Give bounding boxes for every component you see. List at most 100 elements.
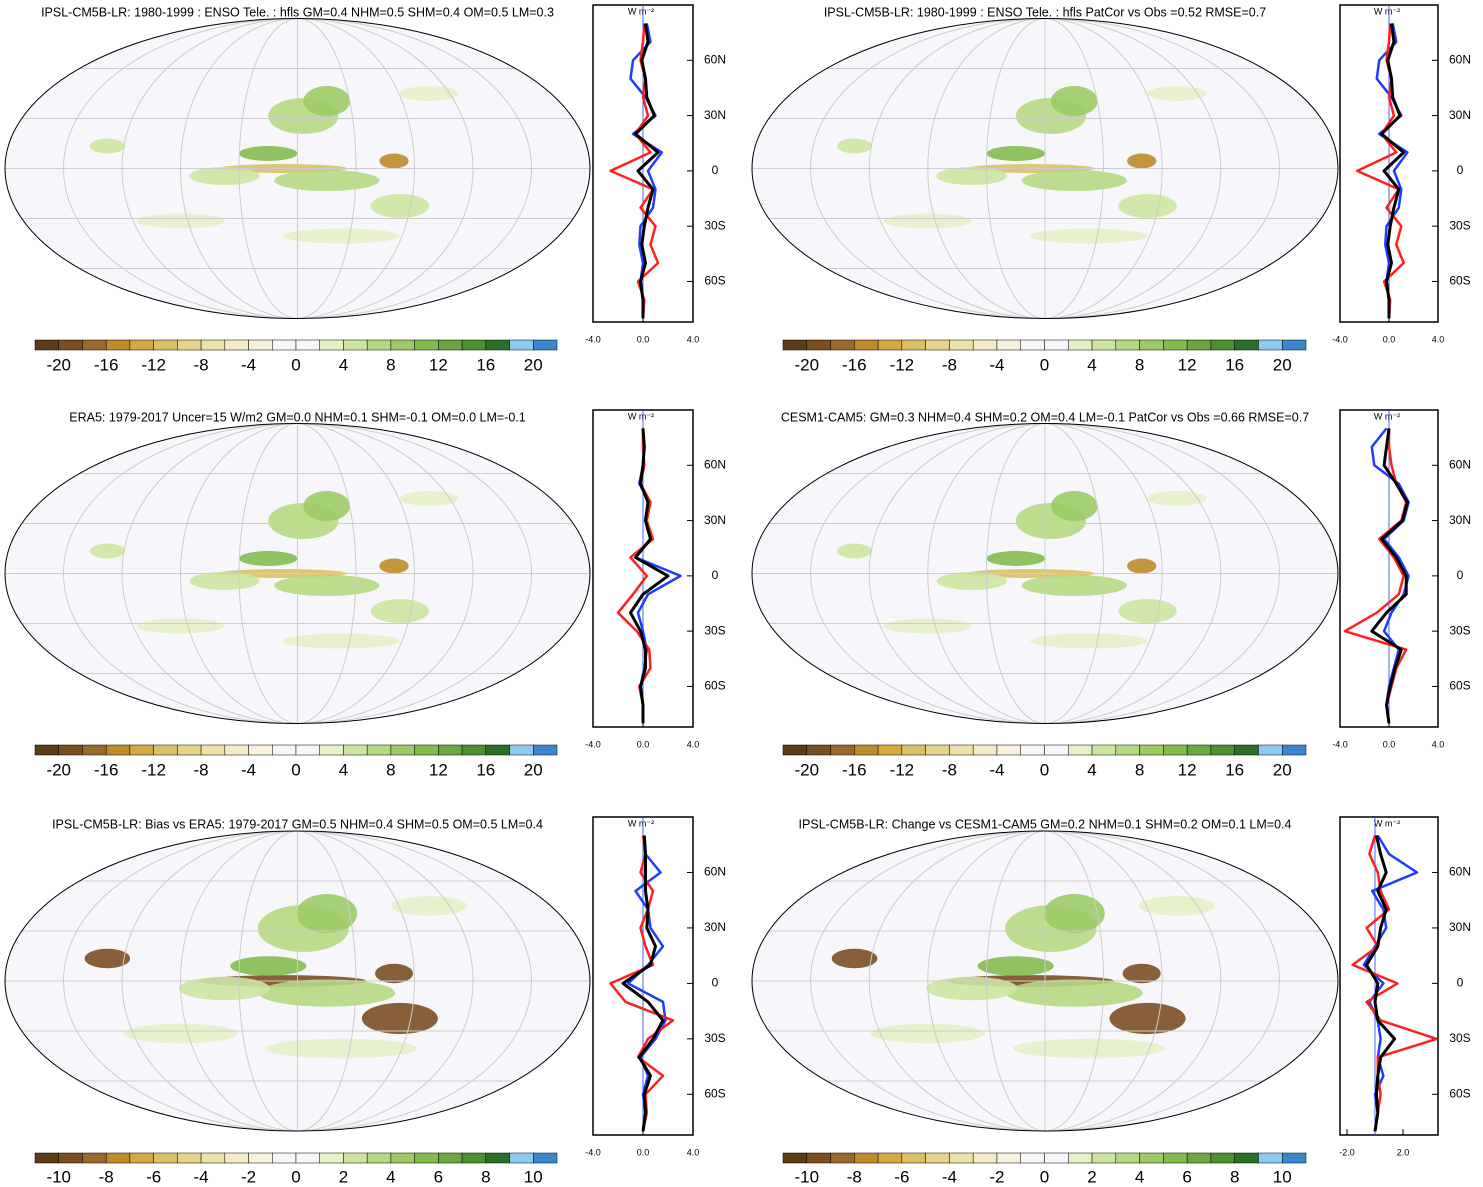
colorbar-box: [925, 339, 950, 351]
colorbar-box: [533, 339, 558, 351]
field-blob: [370, 194, 430, 218]
colorbar-box: [58, 1152, 83, 1164]
field-blob: [303, 86, 351, 116]
y-tick-label: 60N: [1449, 52, 1471, 66]
colorbar-box: [949, 744, 974, 756]
unit-label: W m⁻²: [628, 6, 654, 16]
zonal-line: [1355, 23, 1405, 319]
colorbar-box: [129, 339, 154, 351]
colorbar-box: [1091, 1152, 1117, 1164]
panel-title: IPSL-CM5B-LR: Change vs CESM1-CAM5 GM=0.…: [799, 817, 1292, 831]
colorbar-box: [1044, 1152, 1069, 1164]
colorbar-box: [949, 339, 974, 351]
colorbar-label: -8: [942, 355, 957, 374]
colorbar-box: [34, 1152, 59, 1164]
colorbar-box: [438, 339, 463, 351]
field-blob: [1021, 170, 1128, 191]
map-border: [4, 830, 591, 1132]
colorbar-box: [319, 744, 344, 756]
colorbar-box: [200, 744, 226, 756]
map-border: [751, 18, 1339, 319]
colorbar-label: -4: [241, 760, 256, 779]
colorbar-box: [1044, 744, 1069, 756]
zonal-line: [1380, 23, 1406, 319]
zonal-line: [1370, 428, 1409, 724]
colorbar-box: [806, 744, 831, 756]
colorbar-box: [1281, 1152, 1307, 1164]
meridian: [985, 18, 1105, 319]
y-tick-label: 60S: [1449, 1086, 1470, 1100]
colorbar-box: [129, 1152, 154, 1164]
y-tick-label: 30N: [704, 108, 726, 122]
meridian: [63, 831, 532, 1131]
x-tick-label: -4.0: [1332, 739, 1348, 749]
meridian: [985, 831, 1105, 1131]
meridian: [180, 18, 415, 319]
y-tick-label: 30N: [1449, 513, 1471, 527]
colorbar-box: [272, 339, 297, 351]
field-blob: [870, 1023, 985, 1044]
colorbar-box: [58, 339, 83, 351]
field-blob: [379, 558, 409, 574]
field-blob: [1021, 575, 1128, 596]
field-blob: [189, 572, 260, 590]
colorbar-label: 10: [1273, 1167, 1292, 1186]
field-blob: [282, 228, 400, 244]
colorbar-box: [1234, 744, 1259, 756]
map: [5, 423, 590, 724]
colorbar-label: -16: [842, 760, 867, 779]
field-blob: [189, 167, 260, 185]
field-blob: [1012, 1038, 1166, 1059]
colorbar-box: [901, 744, 926, 756]
y-tick-label: 0: [1457, 976, 1464, 990]
colorbar-box: [200, 339, 226, 351]
meridian: [810, 18, 1280, 319]
panel: IPSL-CM5B-LR: Change vs CESM1-CAM5 GM=0.…: [751, 816, 1471, 1186]
colorbar-box: [925, 1152, 950, 1164]
colorbar-label: -20: [794, 760, 819, 779]
field-blob: [399, 491, 459, 506]
meridian: [810, 831, 1280, 1131]
field-blob: [1030, 633, 1148, 649]
field-blob: [1118, 194, 1177, 218]
colorbar-box: [224, 339, 249, 351]
colorbar-box: [461, 1152, 487, 1164]
y-tick-label: 60S: [1449, 679, 1470, 693]
colorbar-box: [830, 1152, 855, 1164]
meridian: [927, 831, 1163, 1131]
x-tick-label: 4.0: [1432, 739, 1445, 749]
colorbar-label: 12: [429, 355, 448, 374]
x-tick-label: 0.0: [1383, 739, 1396, 749]
field-blob: [258, 979, 396, 1007]
field-blob: [303, 491, 351, 521]
meridian: [63, 423, 532, 724]
zonal-line: [629, 428, 670, 724]
colorbar-box: [414, 339, 439, 351]
colorbar-box: [1210, 744, 1235, 756]
field-blob: [936, 572, 1007, 590]
field-blob: [370, 599, 430, 623]
field-blob: [379, 153, 409, 169]
colorbar-label: -10: [46, 1167, 71, 1186]
y-tick-label: 60S: [704, 274, 725, 288]
colorbar-box: [1020, 744, 1045, 756]
colorbar-box: [224, 1152, 249, 1164]
y-tick-label: 30N: [704, 920, 726, 934]
colorbar-label: 16: [476, 355, 495, 374]
field-blob: [1109, 1002, 1186, 1035]
colorbar-box: [1186, 744, 1212, 756]
colorbar-box: [82, 744, 107, 756]
colorbar-box: [248, 1152, 273, 1164]
meridian: [180, 423, 415, 724]
map: [5, 18, 590, 319]
colorbar-box: [34, 744, 59, 756]
unit-label: W m⁻²: [1374, 411, 1400, 421]
y-tick-label: 60N: [1449, 457, 1471, 471]
colorbar-box: [295, 744, 320, 756]
colorbar-box: [248, 339, 273, 351]
field-blob: [274, 575, 380, 596]
colorbar-box: [1186, 1152, 1212, 1164]
field-blob: [1138, 896, 1215, 916]
y-tick-label: 0: [712, 976, 719, 990]
